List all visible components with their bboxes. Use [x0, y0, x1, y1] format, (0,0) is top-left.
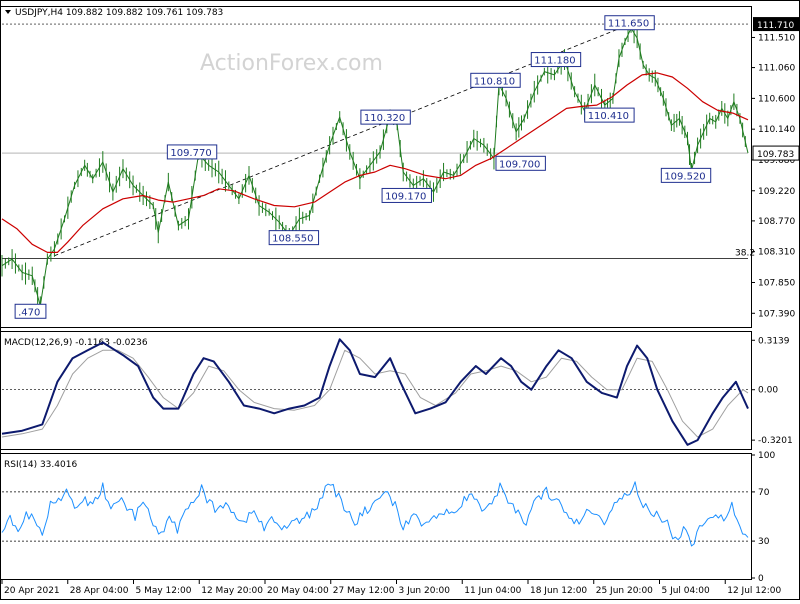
- price-label-text: 111.180: [534, 56, 575, 67]
- collapse-arrow-icon[interactable]: [5, 10, 11, 14]
- x-tick-label: 12 Jul 12:00: [727, 586, 781, 596]
- rsi-layer: [1, 481, 749, 547]
- fib-level-label: 38.2: [735, 248, 755, 258]
- price-label: 111.180: [530, 52, 582, 68]
- price-label-box: [470, 72, 521, 88]
- axis-layer: 111.510 111.060 110.600 110.140 109.680 109.2…: [1, 17, 800, 596]
- price-label: 109.170: [381, 187, 432, 203]
- price-label: 109.700: [495, 155, 546, 171]
- price-label-box: [381, 187, 432, 203]
- x-tick-label: 25 Jun 20:00: [596, 586, 653, 596]
- current-price-tag-box: [752, 145, 800, 161]
- price-label-box: [14, 303, 47, 319]
- price-y-tick-label: 107.850: [758, 278, 795, 288]
- macd-title: MACD(12,26,9) -0.1163 -0.0236: [4, 338, 148, 348]
- price-y-tick-label: 111.510: [758, 33, 795, 43]
- price-label-text: 109.700: [499, 159, 540, 170]
- x-tick-label: 3 Jun 20:00: [398, 586, 450, 596]
- price-label: 108.550: [268, 230, 320, 246]
- price-label-text: 110.410: [588, 111, 629, 122]
- price-label-text: 108.550: [272, 234, 313, 245]
- rsi-title: RSI(14) 33.4016: [4, 460, 77, 470]
- x-tick-label: 5 May 12:00: [135, 586, 191, 596]
- rsi-y-tick-label: 70: [758, 488, 770, 498]
- macd-signal-line: [1, 349, 749, 438]
- rsi-y-tick-label: 30: [758, 537, 770, 547]
- x-tick-label: 18 Jun 12:00: [530, 586, 587, 596]
- rsi-line: [1, 481, 749, 547]
- price-label-text: 111.650: [608, 19, 649, 30]
- price-label: 110.320: [360, 109, 411, 125]
- macd-line: [1, 338, 749, 446]
- price-label-text: 109.170: [385, 191, 426, 202]
- price-label: 109.520: [660, 167, 712, 183]
- moving-average-line: [1, 72, 749, 253]
- x-tick-label: 5 Jul 04:00: [661, 586, 710, 596]
- price-y-tick-label: 110.600: [758, 94, 795, 104]
- macd-layer: [1, 338, 749, 446]
- price-y-tick-label: 111.060: [758, 64, 795, 74]
- price-label: 110.410: [584, 107, 635, 123]
- macd-pane: [0, 331, 752, 450]
- price-label-box: [660, 167, 712, 183]
- rsi-y-tick-label: 0: [758, 574, 764, 584]
- x-tick-label: 27 May 12:00: [333, 586, 395, 596]
- price-label-box: [166, 144, 218, 160]
- watermark: ActionForex.com: [200, 51, 383, 76]
- price-y-tick-label: 108.310: [758, 248, 795, 258]
- symbol-title: USDJPY,H4 109.882 109.882 109.761 109.78…: [15, 8, 223, 18]
- current-price-tag: 109.783: [752, 145, 800, 161]
- macd-y-tick-label: 0.00: [758, 386, 778, 396]
- price-y-tick-label: 110.140: [758, 125, 795, 135]
- price-label: 111.650: [604, 15, 655, 31]
- price-series-line: [1, 27, 749, 307]
- price-label-text: 109.520: [664, 171, 705, 182]
- price-pane: [0, 6, 752, 328]
- price-y-tick-label: 109.220: [758, 187, 795, 197]
- price-label-box: [604, 15, 655, 31]
- price-label-text: 110.810: [474, 76, 515, 87]
- x-tick-label: 20 Apr 2021: [4, 586, 60, 596]
- price-label-text: 109.770: [170, 148, 211, 159]
- price-label-text: .470: [18, 307, 40, 318]
- rsi-y-tick-label: 100: [758, 451, 775, 461]
- price-label-box: [495, 155, 546, 171]
- current-price-tag-text: 109.783: [757, 150, 794, 160]
- top-level-tag-box: [753, 17, 799, 32]
- price-y-tick-label: 109.680: [758, 156, 795, 166]
- price-label-box: [268, 230, 320, 246]
- price-label-box: [584, 107, 635, 123]
- top-level-tag-text: 111.710: [757, 21, 794, 31]
- macd-y-tick-label: -0.3201: [758, 436, 793, 446]
- price-label: 109.770: [166, 144, 218, 160]
- price-y-tick-label: 108.770: [758, 217, 795, 227]
- price-label: .470: [14, 303, 47, 319]
- x-tick-label: 12 May 20:00: [201, 586, 263, 596]
- x-tick-label: 20 May 04:00: [267, 586, 329, 596]
- price-label: 110.810: [470, 72, 521, 88]
- price-label-text: 110.320: [364, 113, 405, 124]
- price-layer: 38.2 111.650 111.180 110.810 110.410 110.320 1…: [1, 15, 755, 319]
- x-tick-label: 28 Apr 04:00: [70, 586, 129, 596]
- price-label-box: [360, 109, 411, 125]
- price-label-box: [530, 52, 582, 68]
- macd-y-tick-label: 0.3139: [758, 336, 790, 346]
- top-level-tag: 111.710: [753, 17, 799, 32]
- price-y-tick-label: 107.390: [758, 309, 795, 319]
- x-tick-label: 11 Jun 04:00: [464, 586, 521, 596]
- rsi-pane: [0, 453, 752, 580]
